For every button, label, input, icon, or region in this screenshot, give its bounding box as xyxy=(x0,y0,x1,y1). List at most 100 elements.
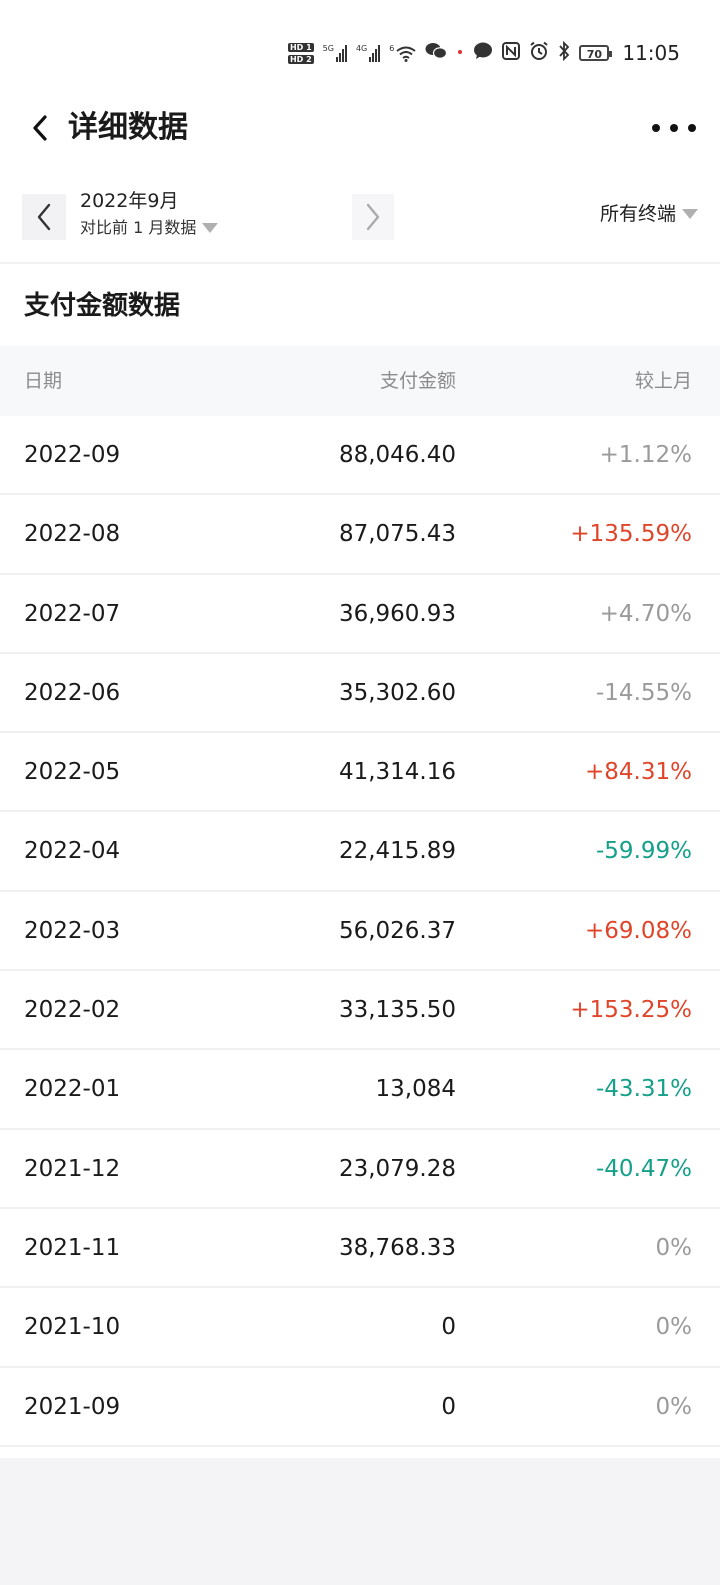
cell-date: 2021-11 xyxy=(24,1234,121,1261)
cell-change: 0% xyxy=(655,1234,693,1261)
terminal-dropdown[interactable]: 所有终端 xyxy=(600,200,698,228)
cell-amount: 22,415.89 xyxy=(338,838,456,865)
hd1-badge: HD 1 xyxy=(287,42,314,52)
table-row: 2022-01 13,084 -43.31% xyxy=(0,1050,720,1130)
table-body: 2022-09 88,046.40 +1.12% 2022-08 87,075.43 +… xyxy=(0,416,720,1447)
chevron-right-icon xyxy=(366,203,380,231)
table-row: 2021-12 23,079.28 -40.47% xyxy=(0,1130,720,1209)
table-row: 2022-04 22,415.89 -59.99% xyxy=(0,812,720,892)
cell-change: 0% xyxy=(655,1393,693,1420)
battery-icon: 70 xyxy=(579,45,613,61)
table-row: 2021-11 38,768.33 0% xyxy=(0,1209,720,1289)
back-arrow-icon xyxy=(33,115,47,141)
cell-date: 2022-09 xyxy=(24,442,121,468)
status-bar: HD 1 HD 2 5G 4G 6 xyxy=(0,28,720,78)
cell-change: +69.08% xyxy=(585,917,692,944)
wifi-icon: 6 xyxy=(389,44,416,62)
dropdown-arrow-icon xyxy=(202,223,219,233)
cell-amount: 36,960.93 xyxy=(338,600,456,627)
cell-amount: 88,046.40 xyxy=(338,442,456,468)
page-title: 详细数据 xyxy=(68,110,188,145)
cell-date: 2022-01 xyxy=(24,1076,121,1103)
signal-2-icon: 4G xyxy=(355,44,381,62)
cell-amount: 35,302.60 xyxy=(338,679,456,706)
alarm-icon xyxy=(529,41,549,65)
cell-amount: 87,075.43 xyxy=(338,521,456,548)
cell-date: 2022-04 xyxy=(24,838,121,865)
section-title: 支付金额数据 xyxy=(24,291,181,321)
cell-amount: 23,079.28 xyxy=(338,1155,456,1182)
cell-change: +135.59% xyxy=(570,521,692,548)
more-options-button[interactable] xyxy=(652,110,696,146)
cell-date: 2022-07 xyxy=(24,600,121,627)
table-row: 2021-10 0 0% xyxy=(0,1288,720,1368)
content-background xyxy=(0,0,720,1458)
cell-change: +153.25% xyxy=(570,997,692,1024)
cell-change: -14.55% xyxy=(596,679,692,706)
wechat-icon xyxy=(425,42,448,64)
cell-change: -59.99% xyxy=(596,838,692,865)
table-row: 2022-06 35,302.60 -14.55% xyxy=(0,654,720,734)
cell-change: -43.31% xyxy=(596,1076,692,1103)
back-button[interactable] xyxy=(22,108,58,148)
cell-amount: 56,026.37 xyxy=(338,917,456,944)
table-row: 2022-02 33,135.50 +153.25% xyxy=(0,971,720,1051)
cell-change: +84.31% xyxy=(585,759,692,786)
table-row: 2021-09 0 0% xyxy=(0,1368,720,1447)
cell-date: 2022-05 xyxy=(24,759,121,786)
table-row: 2022-03 56,026.37 +69.08% xyxy=(0,892,720,972)
nfc-icon xyxy=(502,42,521,64)
divider xyxy=(0,262,720,264)
cell-date: 2021-12 xyxy=(24,1155,121,1182)
status-icons: HD 1 HD 2 5G 4G 6 xyxy=(287,36,680,70)
chevron-left-icon xyxy=(37,203,51,231)
compare-period-label: 对比前 1 月数据 xyxy=(80,218,197,237)
cell-amount: 13,084 xyxy=(375,1076,456,1103)
table-row: 2022-09 88,046.40 +1.12% xyxy=(0,416,720,496)
table-row: 2022-08 87,075.43 +135.59% xyxy=(0,495,720,575)
signal-1-label: 5G xyxy=(322,44,334,53)
column-header-amount: 支付金额 xyxy=(379,370,456,392)
signal-icon: 5G xyxy=(323,44,347,62)
hd-indicators: HD 1 HD 2 xyxy=(287,42,314,64)
cell-date: 2022-08 xyxy=(24,521,121,548)
cell-date: 2021-10 xyxy=(24,1314,121,1341)
cell-amount: 0 xyxy=(441,1314,456,1341)
notification-dot-icon xyxy=(456,42,464,64)
hd2-badge: HD 2 xyxy=(287,54,314,64)
more-dot-icon xyxy=(670,124,678,132)
signal-2-label: 4G xyxy=(355,44,368,53)
bluetooth-icon xyxy=(558,40,570,65)
cell-date: 2022-06 xyxy=(24,679,121,706)
header: 详细数据 xyxy=(0,96,720,162)
cell-date: 2022-02 xyxy=(24,997,121,1024)
cell-change: 0% xyxy=(655,1314,693,1341)
dropdown-arrow-icon xyxy=(682,209,698,219)
column-header-date: 日期 xyxy=(24,370,63,392)
cell-date: 2021-09 xyxy=(24,1393,121,1420)
cell-change: +1.12% xyxy=(599,442,692,468)
message-icon xyxy=(473,42,493,64)
table-row: 2022-07 36,960.93 +4.70% xyxy=(0,575,720,654)
table-header: 日期 支付金额 较上月 xyxy=(0,346,720,416)
more-dot-icon xyxy=(688,124,696,132)
table-row: 2022-05 41,314.16 +84.31% xyxy=(0,733,720,813)
wifi-label: 6 xyxy=(389,44,395,53)
compare-period-dropdown[interactable]: 对比前 1 月数据 xyxy=(80,216,219,240)
column-header-change: 较上月 xyxy=(634,370,692,392)
cell-amount: 33,135.50 xyxy=(338,997,456,1024)
previous-month-button[interactable] xyxy=(22,194,66,240)
selected-month[interactable]: 2022年9月 xyxy=(80,190,179,212)
cell-amount: 38,768.33 xyxy=(338,1234,456,1261)
cell-amount: 0 xyxy=(441,1393,456,1420)
status-time: 11:05 xyxy=(622,41,680,65)
cell-change: -40.47% xyxy=(596,1155,692,1182)
next-month-button[interactable] xyxy=(352,194,394,240)
terminal-label: 所有终端 xyxy=(599,203,676,225)
cell-change: +4.70% xyxy=(599,600,692,627)
cell-amount: 41,314.16 xyxy=(338,759,456,786)
more-dot-icon xyxy=(652,124,660,132)
cell-date: 2022-03 xyxy=(24,917,121,944)
date-filter-bar: 2022年9月 对比前 1 月数据 所有终端 xyxy=(0,186,720,246)
